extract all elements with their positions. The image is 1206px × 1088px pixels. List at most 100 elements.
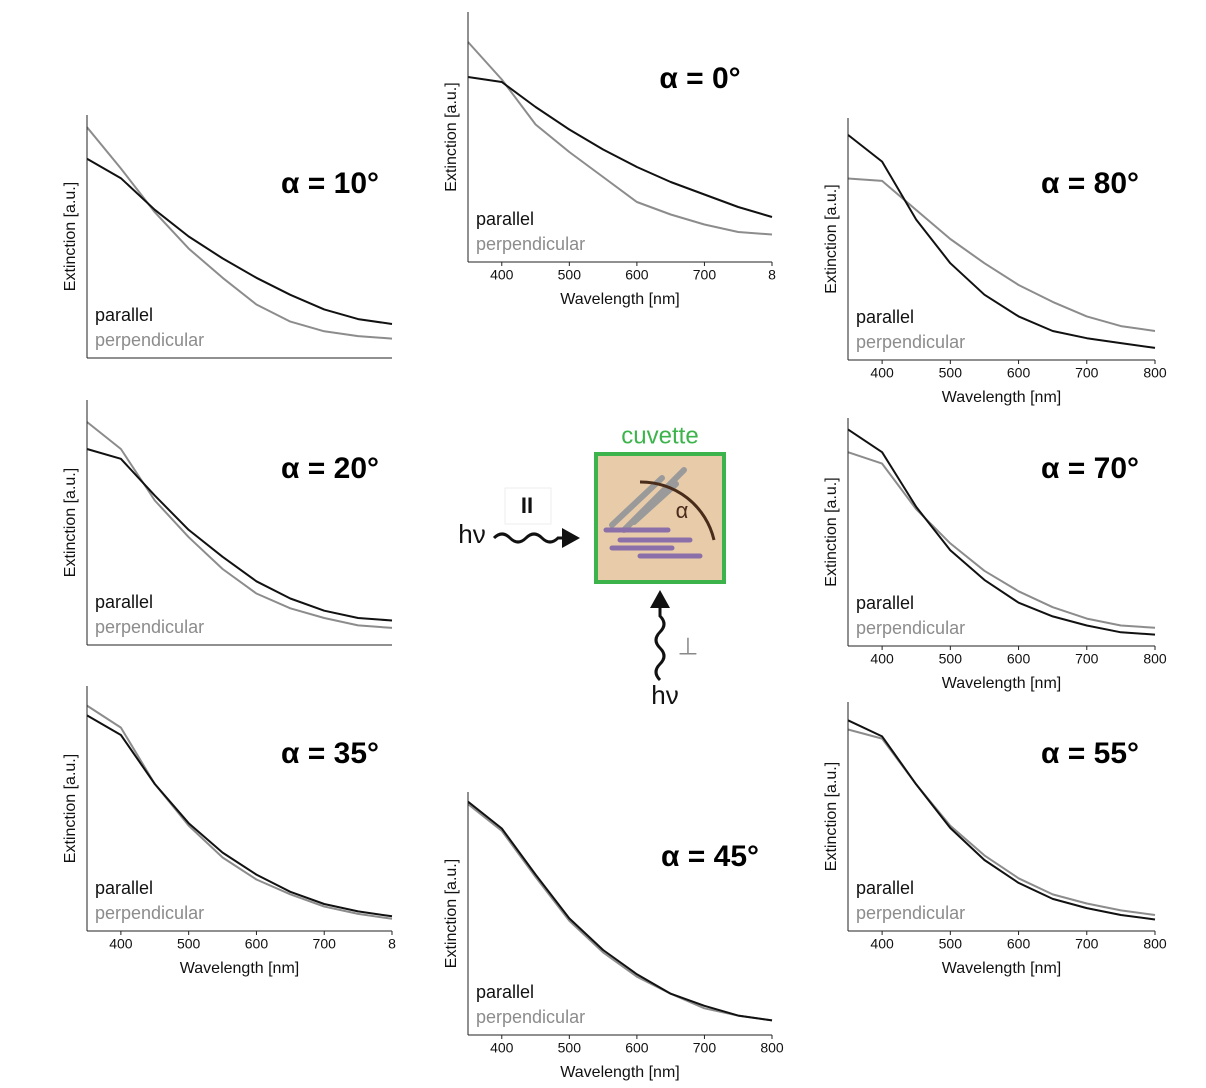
x-tick-label: 600 — [625, 1040, 649, 1056]
chart-title: α = 20° — [281, 452, 379, 485]
symbol-box — [504, 487, 552, 525]
chart-title: α = 80° — [1041, 167, 1139, 200]
x-tick-label: 8 — [768, 267, 776, 283]
y-axis-label: Extinction [a.u.] — [823, 184, 840, 293]
x-tick-label: 400 — [870, 936, 894, 952]
data-line — [86, 714, 393, 918]
x-axis-label: Wavelength [nm] — [180, 960, 299, 977]
cuvette-label: cuvette — [621, 422, 698, 449]
x-axis-label: Wavelength [nm] — [560, 291, 679, 308]
rods-flat — [603, 527, 703, 559]
legend-label: parallel — [856, 593, 914, 613]
data-line — [847, 177, 1156, 332]
legend-label: perpendicular — [95, 617, 204, 637]
x-tick-label: 400 — [870, 365, 894, 381]
x-tick-label: 400 — [490, 1040, 514, 1056]
x-axis-label: Wavelength [nm] — [942, 675, 1061, 692]
x-tick-label: 700 — [1075, 936, 1099, 952]
x-tick-label: 400 — [870, 651, 894, 667]
legend-label: parallel — [476, 209, 534, 229]
x-tick-label: 800 — [760, 1040, 784, 1056]
chart-title: α = 55° — [1041, 737, 1139, 770]
data-line — [86, 448, 393, 622]
data-line — [467, 803, 773, 1022]
light-label: hν — [651, 680, 678, 710]
x-tick-label: 500 — [177, 936, 201, 952]
data-line — [86, 704, 393, 920]
x-tick-label: 500 — [558, 267, 582, 283]
chart-panel: parallel perpendicular Extinction [a.u.] α … — [62, 400, 393, 646]
legend-label: perpendicular — [476, 234, 585, 254]
legend-label: perpendicular — [95, 903, 204, 923]
legend-label: parallel — [856, 307, 914, 327]
chart-panel: parallel perpendicular 400 500 600 700 8 Wavele… — [62, 686, 396, 977]
x-tick-label: 700 — [1075, 365, 1099, 381]
chart-panel: parallel perpendicular 400 500 600 700 800 Wave… — [823, 418, 1167, 692]
data-line — [467, 76, 773, 218]
y-axis-label: Extinction [a.u.] — [443, 82, 460, 191]
chart-panel: parallel perpendicular 400 500 600 700 800 Wave… — [443, 792, 784, 1081]
legend-label: perpendicular — [856, 903, 965, 923]
x-tick-label: 700 — [1075, 651, 1099, 667]
data-line — [467, 800, 773, 1022]
chart-panel: parallel perpendicular 400 500 600 700 8 Wavele… — [443, 12, 776, 308]
x-tick-label: 500 — [939, 651, 963, 667]
y-axis-label: Extinction [a.u.] — [443, 859, 460, 968]
data-line — [847, 428, 1156, 636]
x-tick-label: 600 — [245, 936, 269, 952]
x-tick-label: 600 — [1007, 365, 1031, 381]
diagram: cuvette α hν II hν ⊥ — [458, 422, 726, 710]
x-tick-label: 700 — [313, 936, 337, 952]
chart-title: α = 10° — [281, 167, 379, 200]
legend-label: perpendicular — [476, 1007, 585, 1027]
legend-label: perpendicular — [95, 330, 204, 350]
wave-arrow — [492, 532, 572, 544]
x-tick-label: 800 — [1143, 936, 1167, 952]
data-line — [86, 157, 393, 325]
angle-label: α — [676, 498, 689, 523]
data-line — [86, 126, 393, 340]
x-tick-label: 600 — [625, 267, 649, 283]
data-line — [847, 719, 1156, 921]
rods-tilted — [609, 467, 687, 533]
x-tick-label: 8 — [388, 936, 396, 952]
chart-title: α = 45° — [661, 840, 759, 873]
legend-label: parallel — [856, 878, 914, 898]
y-axis-label: Extinction [a.u.] — [823, 477, 840, 586]
perpendicular-symbol: ⊥ — [678, 633, 699, 660]
data-line — [847, 451, 1156, 629]
legend-label: parallel — [95, 592, 153, 612]
x-tick-label: 500 — [939, 936, 963, 952]
legend-label: perpendicular — [856, 618, 965, 638]
y-axis-label: Extinction [a.u.] — [62, 182, 79, 291]
y-axis-label: Extinction [a.u.] — [62, 754, 79, 863]
x-tick-label: 400 — [490, 267, 514, 283]
chart-panel: parallel perpendicular 400 500 600 700 800 Wave… — [823, 702, 1167, 977]
legend-label: parallel — [95, 305, 153, 325]
x-tick-label: 700 — [693, 1040, 717, 1056]
legend-label: perpendicular — [856, 332, 965, 352]
x-tick-label: 700 — [693, 267, 717, 283]
chart-panel: parallel perpendicular 400 500 600 700 800 Wave… — [823, 118, 1167, 406]
data-line — [847, 134, 1156, 349]
parallel-symbol: II — [521, 493, 533, 518]
x-axis-label: Wavelength [nm] — [942, 389, 1061, 406]
chart-title: α = 35° — [281, 737, 379, 770]
arrow-head — [562, 528, 580, 548]
light-label: hν — [458, 519, 485, 549]
x-tick-label: 800 — [1143, 651, 1167, 667]
chart-title: α = 70° — [1041, 452, 1139, 485]
chart-panel: parallel perpendicular Extinction [a.u.] α … — [62, 115, 393, 359]
data-line — [467, 41, 773, 236]
x-tick-label: 500 — [558, 1040, 582, 1056]
chart-title: α = 0° — [659, 62, 740, 95]
legend-label: parallel — [95, 878, 153, 898]
x-tick-label: 600 — [1007, 936, 1031, 952]
data-line — [86, 421, 393, 629]
x-tick-label: 400 — [109, 936, 133, 952]
x-axis-label: Wavelength [nm] — [560, 1064, 679, 1081]
arrow-head — [650, 590, 670, 608]
y-axis-label: Extinction [a.u.] — [62, 468, 79, 577]
x-axis-label: Wavelength [nm] — [942, 960, 1061, 977]
